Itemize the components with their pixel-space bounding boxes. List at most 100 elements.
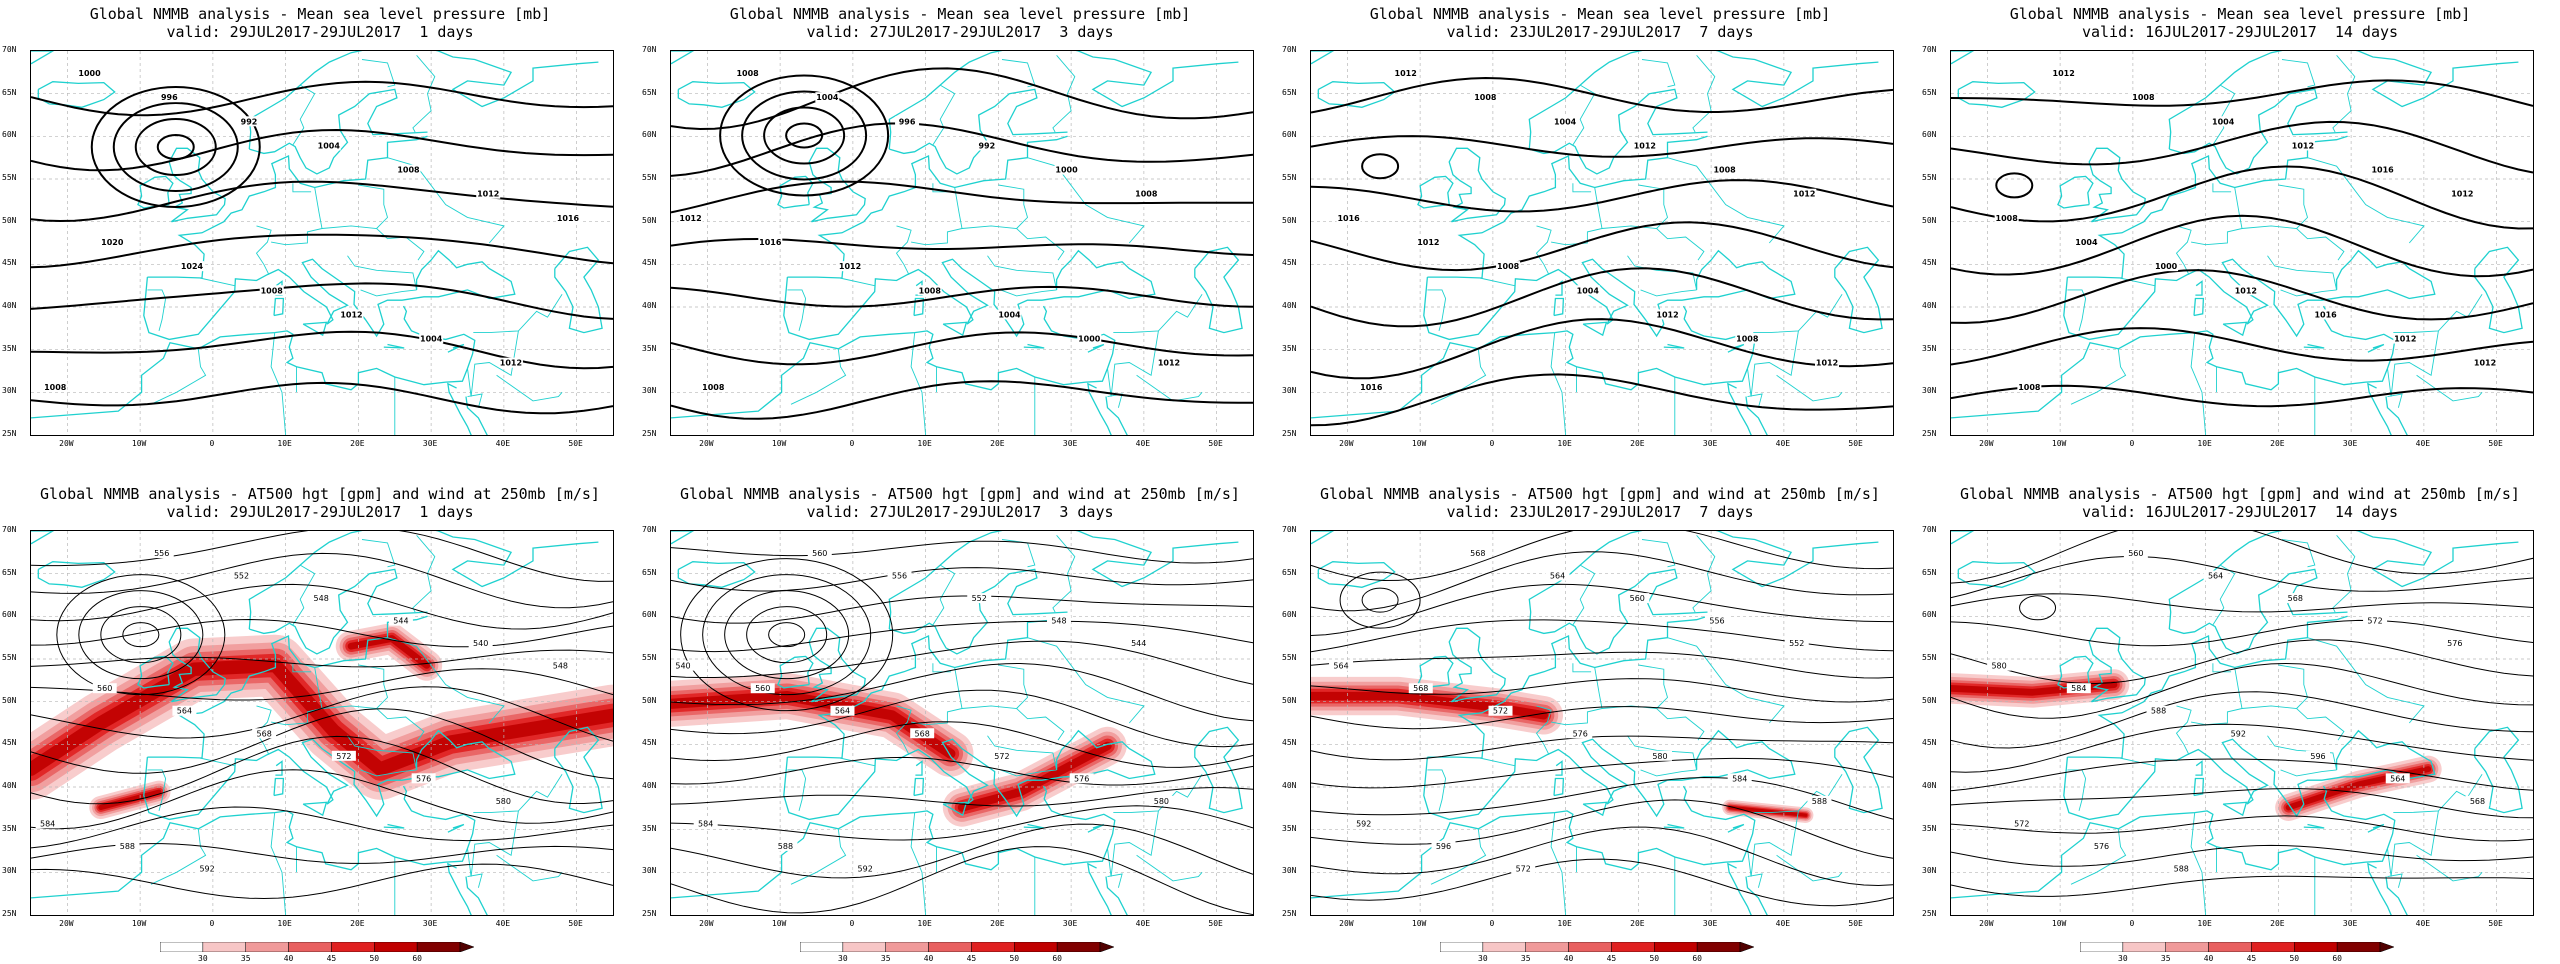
coastlines (1311, 531, 1883, 915)
country-borders (1427, 535, 1843, 915)
isoline-value-label: 560 (97, 684, 112, 693)
map-canvas: 556 552 548 544 540 548 560 564 568 572 576 580 584 5… (31, 531, 613, 915)
lon-tick-label: 50E (1208, 439, 1223, 448)
lon-tick-label: 10W (131, 919, 147, 928)
graticule (1951, 531, 2533, 915)
isoline-value-label: 564 (1550, 572, 1565, 581)
country-borders (147, 55, 563, 435)
colorbar-tick-label: 60 (412, 954, 422, 963)
lon-tick-label: 50E (568, 439, 583, 448)
lon-tick-label: 50E (2488, 439, 2503, 448)
colorbar-tick-label: 50 (1009, 954, 1020, 963)
lon-tick-label: 20W (59, 439, 74, 448)
isoline-value-label: 1012 (2053, 69, 2075, 78)
isoline-value-label: 1012 (2474, 359, 2496, 368)
lon-tick-label: 0 (209, 439, 215, 448)
colorbar-tick-label: 35 (880, 954, 891, 963)
map-canvas: 1012 1008 1004 1012 1008 1012 1016 1012 1008 1004… (1311, 51, 1893, 435)
lon-tick-label: 10W (771, 919, 787, 928)
lon-tick-label: 20W (699, 439, 714, 448)
lon-tick-label: 30E (1702, 919, 1718, 928)
isoline-value-label: 1012 (1417, 238, 1439, 247)
isoline-value-label: 1012 (2235, 286, 2257, 295)
isoline-value-label: 592 (858, 864, 873, 873)
lon-tick-label: 0 (2129, 439, 2135, 448)
lat-tick-label: 50N (642, 695, 657, 705)
isoline-value-label: 1004 (998, 310, 1021, 319)
lon-tick-label: 10W (2051, 439, 2067, 448)
lon-tick-label: 30E (1062, 439, 1078, 448)
lon-tick-label: 50E (568, 919, 583, 928)
map-frame: 568 564 560 556 552 564 568 572 576 580 584 588 592 5… (1310, 530, 1894, 916)
colorbar-tick-label: 35 (2160, 954, 2171, 963)
lon-tick-label: 20W (699, 919, 714, 928)
lon-tick-label: 10W (1411, 919, 1427, 928)
lat-tick-label: 30N (642, 866, 657, 876)
isoline-value-label: 1012 (1793, 190, 1815, 199)
lon-tick-label: 20E (1630, 439, 1645, 448)
isoline-value-label: 568 (2470, 797, 2485, 806)
map-canvas: 568 564 560 556 552 564 568 572 576 580 584 588 592 5… (1311, 531, 1893, 915)
isoline-value-label: 1012 (1656, 310, 1678, 319)
isoline-value-label: 560 (2128, 549, 2143, 558)
isoline-value-label: 552 (1789, 639, 1804, 648)
isoline-value-label: 1000 (2155, 262, 2178, 271)
isoline-value-label: 1004 (1577, 286, 1600, 295)
map-frame: 560 564 568 572 576 580 584 588 592 596 564 568 572 5… (1950, 530, 2534, 916)
isoline-value-label: 572 (2014, 819, 2029, 828)
lon-tick-label: 30E (2342, 439, 2358, 448)
isoline-value-label: 1016 (1360, 383, 1383, 392)
panel-title: Global NMMB analysis - AT500 hgt [gpm] a… (40, 485, 600, 503)
isoline-value-label: 1004 (318, 141, 341, 150)
lon-tick-label: 30E (422, 919, 438, 928)
isoline-value-label: 1008 (44, 383, 67, 392)
panel-title: Global NMMB analysis - Mean sea level pr… (2009, 5, 2471, 23)
isoline-value-label: 1016 (1337, 214, 1360, 223)
lat-tick-label: 35N (1922, 823, 1937, 833)
lat-tick-label: 55N (2, 653, 17, 662)
map-frame: 560 556 552 548 544 540 560 564 568 572 576 580 584 5… (670, 530, 1254, 916)
lon-tick-label: 10E (2197, 439, 2212, 448)
panel-valid-period: valid: 27JUL2017-29JUL2017 3 days (806, 503, 1114, 521)
lat-tick-label: 45N (2, 258, 17, 268)
isoline-value-label: 1012 (340, 310, 362, 319)
lon-tick-label: 20W (1979, 919, 1994, 928)
isoline-value-label: 576 (2447, 639, 2462, 648)
isoline-value-label: 576 (416, 774, 431, 783)
isoline-value-label: 576 (2094, 842, 2109, 851)
isolines (1311, 76, 1893, 427)
isoline-value-label: 1012 (1395, 69, 1417, 78)
colorbar-labels: 30 35 40 45 50 60 (2080, 954, 2400, 964)
lon-tick-label: 40E (495, 439, 511, 448)
lat-tick-label: 65N (1922, 567, 1937, 577)
isoline-value-label: 1012 (2451, 190, 2473, 199)
colorbar-tick-label: 40 (283, 954, 294, 963)
map-canvas: 1012 1008 1004 1012 1016 1012 1008 1004 1000 1012… (1951, 51, 2533, 435)
lon-tick-label: 0 (1489, 439, 1495, 448)
colorbar-tick-label: 60 (1052, 954, 1062, 963)
lon-tick-label: 20E (2270, 439, 2285, 448)
lat-tick-label: 65N (1282, 567, 1297, 577)
isoline-value-label: 596 (1436, 842, 1451, 851)
isoline-value-label: 580 (1991, 662, 2006, 671)
isoline-value-label: 1012 (2292, 141, 2314, 150)
lat-tick-label: 30N (1282, 386, 1297, 396)
colorbar-tick-label: 50 (2289, 954, 2300, 963)
map-canvas: 1000 996 992 1004 1008 1012 1016 1020 1024 1008 10… (31, 51, 613, 435)
lat-tick-label: 25N (1282, 909, 1297, 918)
lon-tick-label: 20W (1339, 919, 1354, 928)
isolines (671, 540, 1253, 915)
isoline-value-label: 564 (177, 707, 192, 716)
isoline-value-label: 584 (2071, 684, 2086, 693)
coastlines (31, 531, 603, 915)
isoline-value-label: 584 (1732, 774, 1747, 783)
isoline-value-label: 588 (120, 842, 135, 851)
colorbar-tick-label: 30 (2118, 954, 2128, 963)
isoline-value-label: 1008 (2132, 93, 2155, 102)
isoline-value-label: 540 (473, 639, 488, 648)
lat-tick-label: 65N (1282, 87, 1297, 97)
lat-tick-label: 55N (2, 173, 17, 182)
isoline-value-label: 564 (2208, 572, 2223, 581)
lat-tick-label: 60N (1922, 610, 1937, 620)
lat-tick-label: 60N (2, 130, 17, 140)
